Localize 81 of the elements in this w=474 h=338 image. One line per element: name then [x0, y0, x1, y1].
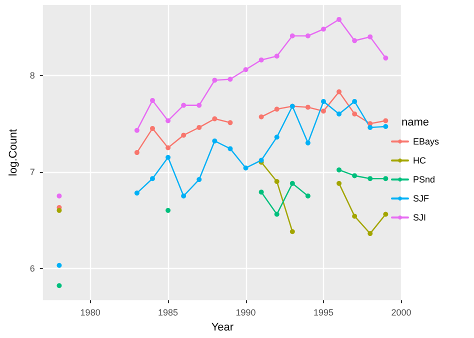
point [258, 114, 264, 120]
point [383, 176, 388, 182]
x-tick-label: 1990 [236, 308, 256, 318]
point [274, 178, 280, 184]
point [336, 89, 342, 94]
point [196, 124, 202, 130]
point [166, 118, 171, 124]
point [150, 126, 155, 131]
point [321, 108, 326, 114]
point [258, 190, 264, 195]
point [368, 176, 373, 182]
point [383, 56, 388, 61]
point [212, 138, 218, 144]
point [56, 262, 62, 268]
point [228, 146, 233, 152]
legend-label: SJI [412, 212, 426, 222]
point [368, 34, 373, 40]
point [352, 214, 358, 219]
point [134, 128, 140, 133]
point [166, 145, 171, 150]
point [352, 111, 358, 116]
point [243, 165, 248, 170]
point [134, 150, 140, 156]
point [228, 120, 233, 126]
y-tick-label: 6 [30, 263, 35, 274]
point [212, 78, 218, 83]
point [305, 33, 310, 38]
point [383, 212, 388, 217]
point [166, 154, 171, 160]
point [305, 193, 310, 198]
point [383, 124, 388, 130]
legend-title: name [401, 116, 430, 128]
point [368, 124, 373, 130]
y-axis-title: log.Count [8, 129, 20, 176]
point [196, 177, 202, 182]
point [352, 173, 358, 178]
point [305, 140, 310, 146]
x-tick-label: 2000 [391, 308, 412, 318]
point [181, 193, 186, 198]
point [352, 98, 358, 104]
point [321, 98, 326, 104]
point [274, 134, 280, 140]
point [290, 229, 295, 234]
point [56, 208, 62, 213]
point [181, 132, 186, 138]
point [336, 167, 342, 172]
point [56, 283, 62, 288]
point [336, 180, 342, 186]
point [212, 116, 218, 122]
point [258, 57, 264, 62]
x-tick-label: 1995 [313, 308, 334, 318]
legend-label: EBays [412, 136, 440, 146]
y-tick-label: 8 [30, 70, 35, 80]
point [383, 118, 388, 124]
point [336, 111, 342, 116]
x-tick-label: 1980 [80, 308, 100, 318]
x-tick-label: 1985 [158, 308, 178, 318]
y-tick-label: 7 [30, 166, 35, 177]
legend-label: SJF [412, 194, 430, 204]
point [290, 180, 295, 186]
point [336, 16, 342, 22]
x-axis-title: Year [211, 322, 234, 334]
point [181, 102, 186, 108]
point [134, 190, 140, 196]
point [290, 33, 295, 38]
point [368, 231, 373, 236]
point [150, 98, 155, 103]
point [56, 193, 62, 198]
point [321, 26, 326, 32]
point [150, 176, 155, 182]
legend-label: HC [412, 156, 426, 166]
point [196, 102, 202, 108]
point [166, 208, 171, 213]
point [274, 212, 280, 217]
point [274, 54, 280, 59]
point [243, 67, 248, 72]
point [228, 76, 233, 82]
point [274, 106, 280, 112]
point [352, 38, 358, 44]
legend-label: PSnd [412, 174, 436, 184]
point [305, 104, 310, 110]
